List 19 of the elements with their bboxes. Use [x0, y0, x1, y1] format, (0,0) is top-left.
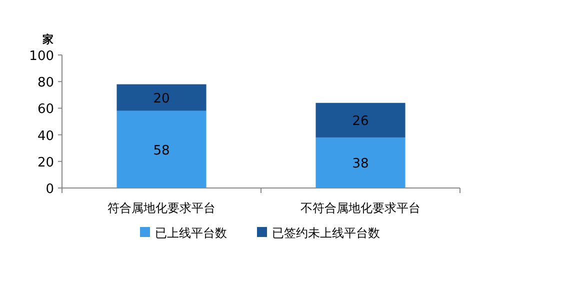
- y-tick-label: 80: [37, 76, 54, 91]
- y-axis-title: 家: [42, 33, 54, 46]
- data-label: 38: [352, 156, 369, 172]
- x-tick-label: 符合属地化要求平台: [108, 201, 216, 215]
- bar: [316, 137, 406, 188]
- x-tick-label: 不符合属地化要求平台: [300, 201, 420, 215]
- y-tick-label: 0: [46, 182, 54, 197]
- y-tick-label: 40: [37, 128, 54, 144]
- legend-label: 已签约未上线平台数: [272, 226, 380, 240]
- bar: [116, 110, 206, 188]
- y-tick-label: 60: [37, 102, 54, 118]
- y-tick-label: 20: [37, 155, 54, 170]
- bar: [316, 102, 406, 138]
- data-label: 58: [153, 143, 170, 158]
- y-tick-label: 100: [29, 49, 54, 64]
- legend-label: 已上线平台数: [155, 226, 227, 240]
- data-label: 26: [352, 114, 369, 130]
- bar: [116, 84, 206, 111]
- data-label: 20: [153, 92, 170, 107]
